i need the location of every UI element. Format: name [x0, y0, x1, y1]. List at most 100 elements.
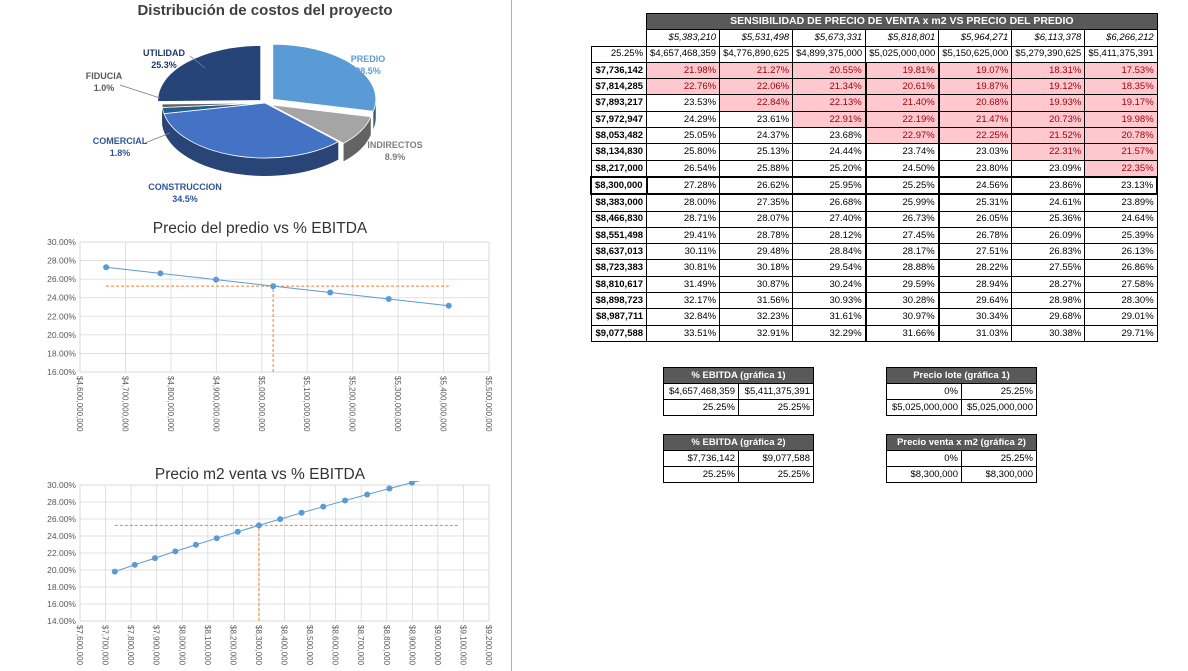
- table-cell: 28.22%: [938, 259, 1013, 277]
- row-header-cell: $8,987,711: [590, 308, 648, 326]
- data-point: [320, 503, 327, 510]
- mini-cell: 25.25%: [663, 399, 739, 416]
- top-header-cell: $5,818,801: [865, 29, 940, 47]
- table-cell: 28.78%: [719, 226, 794, 245]
- table-row: $8,466,830 28.71% 28.07% 27.40% 26.73% 26.05%…: [590, 210, 1158, 228]
- pie-label-name: INDIRECTOS: [367, 140, 422, 150]
- table-cell: 28.98%: [1011, 292, 1086, 310]
- table-cell: 22.06%: [719, 78, 794, 96]
- table-cell: 20.78%: [1084, 127, 1158, 145]
- table-cell: 26.68%: [792, 193, 867, 212]
- pie-label-pct: 25.3%: [151, 60, 177, 70]
- row-header-cell: $8,723,383: [590, 259, 648, 277]
- y-tick-label: 28.00%: [47, 256, 76, 266]
- table-cell: 25.99%: [864, 193, 940, 212]
- table-row: $8,134,830 25.80% 25.13% 24.44% 23.74% 23.03%…: [590, 143, 1158, 161]
- row-header-cell: $8,810,617: [590, 275, 648, 294]
- table-cell: 23.53%: [646, 94, 721, 112]
- pie-label-pct: 1.0%: [94, 83, 115, 93]
- table-cell: 28.00%: [646, 193, 721, 212]
- pie-leader-line: [189, 55, 206, 69]
- mini-cell: $7,736,142: [663, 450, 739, 467]
- y-tick-label: 22.00%: [47, 311, 76, 321]
- x-tick-label: $9,000,000: [433, 625, 442, 666]
- x-tick-label: $5,100,000,000: [302, 376, 311, 432]
- table-cell: 30.28%: [864, 292, 940, 310]
- table-cell: 30.87%: [719, 275, 794, 294]
- table-cell: 26.09%: [1011, 226, 1086, 245]
- table-cell: 29.64%: [938, 292, 1013, 310]
- table-cell: 30.81%: [646, 259, 721, 277]
- y-tick-label: 30.00%: [47, 237, 76, 247]
- table-cell: 27.28%: [646, 175, 721, 196]
- pie-chart-title: Distribución de costos del proyecto: [137, 2, 393, 19]
- mini-table-title: Precio venta x m2 (gráfica 2): [886, 434, 1037, 451]
- table-cell: 32.84%: [646, 308, 721, 326]
- corner-blank: [591, 30, 647, 46]
- table-cell: 18.31%: [1011, 61, 1086, 80]
- table-cell: 23.80%: [938, 159, 1013, 178]
- table-cell: 19.07%: [938, 61, 1013, 80]
- pie-label-name: CONSTRUCCION: [148, 182, 222, 192]
- mini-table-title: Precio lote (gráfica 1): [886, 367, 1037, 384]
- table-cell: 22.19%: [864, 110, 940, 129]
- table-cell: 28.30%: [1084, 292, 1158, 310]
- data-point: [386, 485, 393, 492]
- mini-cell: 0%: [886, 450, 962, 467]
- table-cell: 25.39%: [1084, 226, 1158, 245]
- table-cell: 30.11%: [646, 243, 721, 261]
- y-tick-label: 24.00%: [47, 293, 76, 303]
- x-tick-label: $7,900,000: [152, 625, 161, 666]
- y-tick-label: 24.00%: [47, 531, 76, 541]
- pie-slice: [270, 104, 372, 144]
- x-tick-label: $4,900,000,000: [211, 376, 220, 432]
- table-cell: 18.35%: [1084, 78, 1158, 96]
- row-header-cell: $8,551,498: [590, 226, 648, 245]
- mini-cell: 25.25%: [738, 399, 814, 416]
- table-cell: 22.84%: [719, 94, 794, 112]
- table-cell: 23.86%: [1011, 175, 1086, 196]
- table-cell: 22.97%: [864, 127, 940, 145]
- data-point: [151, 555, 158, 562]
- data-point: [385, 296, 392, 303]
- data-point: [192, 541, 199, 548]
- table-row: $9,077,588 33.51% 32.91% 32.29% 31.66% 31.03%…: [590, 324, 1158, 342]
- table-cell: 21.98%: [646, 61, 721, 80]
- table-cell: 28.88%: [864, 259, 940, 277]
- y-tick-label: 26.00%: [47, 514, 76, 524]
- table-cell: 22.35%: [1084, 159, 1158, 178]
- table-cell: 29.68%: [1011, 308, 1086, 326]
- data-point: [157, 270, 164, 277]
- pie-chart: PREDIO 28.5% INDIRECTOS 8.9% CONSTRUCCION 34.…: [86, 43, 423, 204]
- x-tick-label: $9,200,000: [484, 625, 493, 666]
- table-cell: 25.80%: [646, 143, 721, 161]
- column-header-cell: $5,279,390,625: [1011, 45, 1086, 63]
- row-header-cell: $7,972,947: [590, 110, 648, 129]
- plot-area: [79, 241, 490, 373]
- mini-table-title: % EBITDA (gráfica 1): [663, 367, 814, 384]
- table-row: $7,814,285 22.76% 22.06% 21.34% 20.61% 19.87%…: [590, 78, 1158, 96]
- row-header-cell: $8,134,830: [590, 143, 648, 161]
- data-point: [213, 276, 220, 283]
- pie-label-name: FIDUCIA: [86, 71, 123, 81]
- table-cell: 25.88%: [719, 159, 794, 178]
- data-point: [234, 528, 241, 535]
- table-cell: 24.29%: [646, 110, 721, 129]
- mini-cell: 25.25%: [961, 383, 1037, 400]
- x-tick-label: $7,800,000: [126, 625, 135, 666]
- table-cell: 22.31%: [1011, 143, 1086, 161]
- row-header-cell: $8,637,013: [590, 243, 648, 261]
- column-header-cell: $4,776,890,625: [719, 45, 794, 63]
- mini-cell: $4,657,468,359: [663, 383, 739, 400]
- pie-slice: [161, 102, 266, 108]
- table-cell: 25.20%: [792, 159, 867, 178]
- table-cell: 32.29%: [792, 324, 867, 342]
- y-tick-label: 16.00%: [47, 367, 76, 377]
- table-cell: 19.98%: [1084, 110, 1158, 129]
- table-cell: 30.38%: [1011, 324, 1086, 342]
- data-point: [111, 568, 118, 575]
- ebitda-vs-predio-chart: 16.00% 18.00% 20.00% 22.00% 24.00% 26.00% 28.0…: [47, 237, 493, 432]
- table-cell: 28.27%: [1011, 275, 1086, 294]
- table-cell: 28.17%: [864, 243, 940, 261]
- pie-label-name: UTILIDAD: [143, 48, 185, 58]
